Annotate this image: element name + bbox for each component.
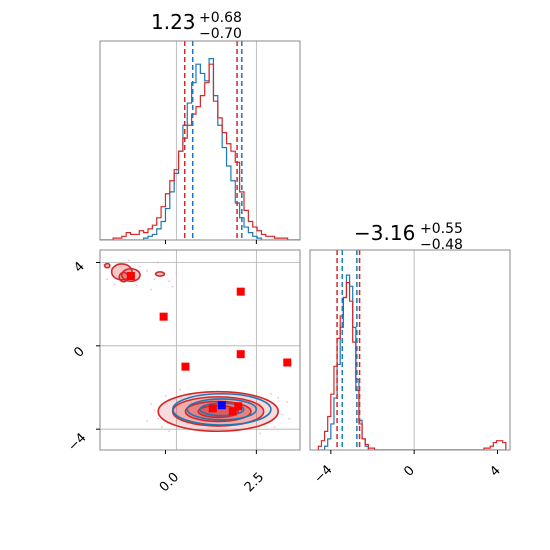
joint-y-tick-label: 0 — [71, 344, 87, 360]
param-2-x-tick-label: 0 — [401, 463, 417, 479]
marker-red-square — [208, 404, 217, 413]
histogram-series-red — [100, 63, 300, 240]
histogram-param-1-frame — [99, 40, 301, 241]
density-contour-blue — [171, 392, 272, 426]
marker-red-square — [234, 402, 243, 411]
joint-y-tick-label: 4 — [71, 259, 87, 275]
sample-point — [259, 432, 261, 435]
marker-red-square — [181, 362, 190, 371]
sample-point — [280, 413, 283, 416]
sample-point — [171, 285, 174, 288]
sample-point — [175, 271, 178, 274]
param-2-x-tick-label: −4 — [311, 462, 335, 486]
histogram-series-red — [317, 282, 507, 450]
joint-x-tick-labels: 0.0 2.5 — [157, 470, 267, 495]
param-2-title-value: −3.16 — [354, 221, 415, 245]
sample-point — [113, 283, 116, 286]
histogram-series-blue — [100, 58, 300, 240]
marker-red-square — [228, 407, 237, 416]
histogram-param-1-panel — [99, 40, 301, 244]
sample-point — [157, 417, 160, 420]
param-2-x-tick-labels: −4 0 4 — [311, 462, 503, 486]
sample-point — [277, 396, 280, 399]
joint-x-tick-label: 0.0 — [157, 470, 182, 495]
sample-point — [168, 430, 171, 433]
density-contour-blue — [186, 398, 258, 421]
marker-red-square — [283, 358, 292, 367]
sample-point — [149, 403, 152, 406]
sample-point — [269, 392, 272, 395]
marker-blue-square — [217, 401, 226, 410]
sample-point — [160, 426, 163, 429]
sample-point — [139, 265, 141, 268]
sample-point — [106, 278, 109, 281]
joint-frame — [99, 249, 301, 451]
sample-point — [288, 417, 291, 420]
joint-2d-panel — [96, 249, 301, 454]
sample-point — [164, 394, 167, 397]
joint-y-tick-label: −4 — [65, 430, 89, 454]
sample-point — [273, 426, 276, 429]
param-2-x-tick-label: 4 — [487, 463, 503, 479]
sample-point — [149, 288, 152, 291]
histogram-param-2-frame — [309, 249, 511, 451]
density-contour-red — [103, 262, 111, 269]
marker-red-square — [159, 312, 168, 321]
sample-point — [168, 280, 171, 283]
sample-point — [146, 269, 149, 272]
sample-point — [135, 284, 138, 287]
marker-red-square — [126, 272, 135, 281]
param-1-title-value: 1.23 — [151, 10, 196, 34]
sample-point — [286, 401, 289, 404]
marker-red-square — [236, 350, 245, 359]
histogram-param-2-panel — [309, 249, 511, 454]
marker-red-square — [236, 287, 245, 296]
sample-point — [153, 278, 156, 281]
histogram-param-2-plot-area — [317, 250, 507, 450]
param-1-title-plus: +0.68 — [199, 10, 242, 26]
sample-point — [157, 261, 160, 264]
param-2-title-minus: −0.48 — [420, 237, 463, 253]
sample-point — [128, 259, 131, 262]
param-1-title-minus: −0.70 — [199, 26, 242, 42]
joint-x-tick-label: 2.5 — [242, 470, 267, 495]
histogram-param-1-plot-area — [100, 41, 300, 240]
density-contour-red — [154, 271, 166, 277]
histogram-series-blue — [318, 274, 506, 450]
joint-plot-area — [100, 250, 300, 450]
param-2-title-plus: +0.55 — [420, 221, 463, 237]
joint-y-tick-labels: 4 0 −4 — [65, 259, 89, 454]
sample-point — [153, 409, 156, 412]
sample-point — [146, 419, 149, 422]
sample-point — [179, 388, 181, 391]
